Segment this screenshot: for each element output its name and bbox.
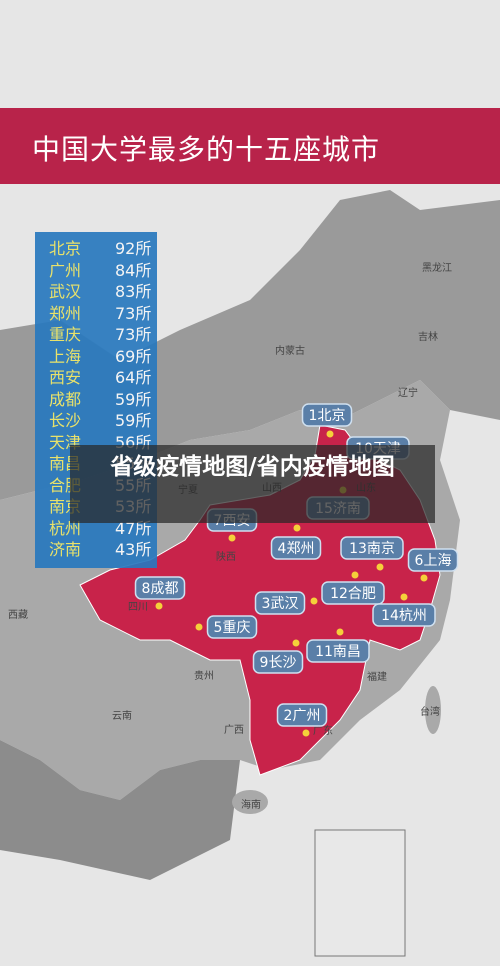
city-name: 成都: [49, 389, 82, 409]
city-tag: [254, 591, 306, 615]
city-name: 武汉: [49, 282, 82, 301]
city-tag: [301, 403, 353, 427]
province-label: 广东: [313, 724, 333, 737]
city-label: 12合肥: [330, 586, 376, 602]
province-label: 辽宁: [398, 386, 418, 399]
city-dot: [326, 430, 334, 438]
province-label: 陕西: [216, 550, 236, 563]
city-label: 1北京: [309, 408, 346, 424]
province-label: 台湾: [420, 705, 440, 718]
city-tag: [407, 548, 459, 572]
university-count: 59所: [115, 389, 152, 409]
rank-row: 济南 43所: [35, 539, 157, 561]
university-count: 83所: [115, 282, 152, 301]
city-dot: [336, 628, 344, 636]
land: [0, 740, 240, 880]
island: [425, 686, 441, 734]
caption: 省级疫情地图/省内疫情地图: [70, 445, 435, 523]
city-name: 杭州: [49, 518, 82, 538]
banner: 中国大学最多的十五座城市: [0, 108, 500, 184]
rank-row: 上海 69所: [35, 346, 157, 368]
university-count: 92所: [115, 239, 152, 258]
city-label: 5重庆: [214, 620, 251, 636]
city-tag: [321, 581, 385, 605]
city-name: 重庆: [49, 325, 82, 344]
university-count: 64所: [115, 368, 152, 387]
city-dot: [420, 574, 428, 582]
city-tag: [206, 615, 258, 639]
city-dot: [400, 593, 408, 601]
city-label: 9长沙: [260, 655, 297, 671]
city-tag: [276, 703, 328, 727]
city-dot: [293, 524, 301, 532]
city-label: 13南京: [349, 541, 395, 557]
city-dot: [195, 623, 203, 631]
city-tag: [340, 536, 404, 560]
city-name: 上海: [49, 346, 82, 366]
city-tag: [372, 603, 436, 627]
city-label: 14杭州: [381, 608, 427, 624]
city-tag: [134, 576, 186, 600]
inset: [314, 829, 406, 957]
city-label: 11南昌: [315, 644, 361, 660]
rank-row: 杭州 47所: [35, 518, 157, 540]
university-count: 47所: [115, 518, 152, 538]
province-label: 吉林: [418, 330, 438, 343]
city-label: 2广州: [284, 708, 321, 724]
university-count: 73所: [115, 303, 152, 323]
city-label: 4郑州: [278, 541, 315, 557]
city-dot: [351, 571, 359, 579]
university-count: 73所: [115, 325, 152, 344]
city-dot: [302, 729, 310, 737]
province-label: 黑龙江: [422, 261, 452, 274]
city-tag: [252, 650, 304, 674]
university-count: 69所: [115, 346, 152, 366]
province-label: 内蒙古: [275, 344, 305, 357]
city-tag: [306, 639, 370, 663]
island: [232, 790, 268, 814]
city-name: 济南: [49, 540, 82, 559]
city-name: 北京: [49, 239, 82, 258]
city-dot: [292, 639, 300, 647]
city-name: 广州: [49, 260, 82, 280]
university-count: 59所: [115, 411, 152, 430]
rank-row: 北京 92所: [35, 238, 157, 260]
city-dot: [376, 563, 384, 571]
province-label: 海南: [241, 798, 261, 811]
rank-row: 广州 84所: [35, 260, 157, 282]
university-count: 84所: [115, 260, 152, 280]
city-dot: [310, 597, 318, 605]
city-name: 西安: [49, 368, 82, 387]
city-tag: [270, 536, 322, 560]
rank-row: 武汉 83所: [35, 281, 157, 303]
rank-row: 重庆 73所: [35, 324, 157, 346]
university-count: 43所: [115, 540, 152, 559]
rank-row: 郑州 73所: [35, 303, 157, 325]
province-label: 西藏: [8, 609, 28, 621]
city-label: 6上海: [415, 553, 452, 569]
province-label: 广西: [224, 724, 244, 736]
city-dot: [228, 534, 236, 542]
province-label: 福建: [367, 670, 387, 683]
rank-row: 成都 59所: [35, 389, 157, 411]
rank-row: 西安 64所: [35, 367, 157, 389]
title: 中国大学最多的十五座城市: [32, 133, 381, 166]
city-name: 长沙: [49, 411, 82, 430]
rank-row: 长沙 59所: [35, 410, 157, 432]
city-label: 3武汉: [262, 596, 299, 612]
province-label: 贵州: [194, 669, 214, 682]
city-dot: [155, 602, 163, 610]
city-name: 郑州: [49, 303, 82, 323]
city-label: 8成都: [142, 581, 179, 597]
province-label: 云南: [112, 709, 132, 722]
province-label: 四川: [128, 602, 148, 613]
